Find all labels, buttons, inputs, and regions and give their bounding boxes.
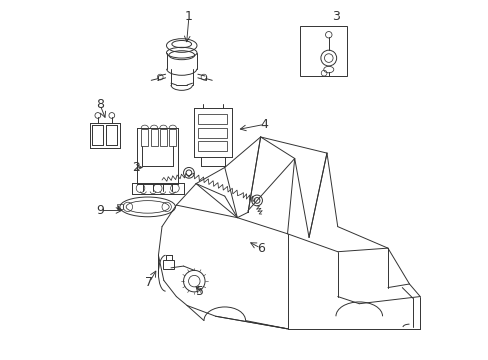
Bar <box>198 128 227 138</box>
Text: 7: 7 <box>145 276 153 289</box>
Text: 3: 3 <box>331 10 339 23</box>
Bar <box>198 114 227 124</box>
Text: 8: 8 <box>96 98 104 111</box>
Bar <box>160 129 167 146</box>
Text: 9: 9 <box>96 204 104 217</box>
Bar <box>169 129 176 146</box>
Text: 2: 2 <box>132 161 140 174</box>
Bar <box>141 129 148 146</box>
Text: 6: 6 <box>256 242 264 255</box>
Bar <box>117 204 122 210</box>
Bar <box>300 26 346 76</box>
Bar <box>198 141 227 151</box>
Text: 1: 1 <box>184 10 192 23</box>
Bar <box>150 129 158 146</box>
Text: 5: 5 <box>196 285 203 298</box>
Text: 4: 4 <box>260 118 267 131</box>
Bar <box>163 260 174 269</box>
